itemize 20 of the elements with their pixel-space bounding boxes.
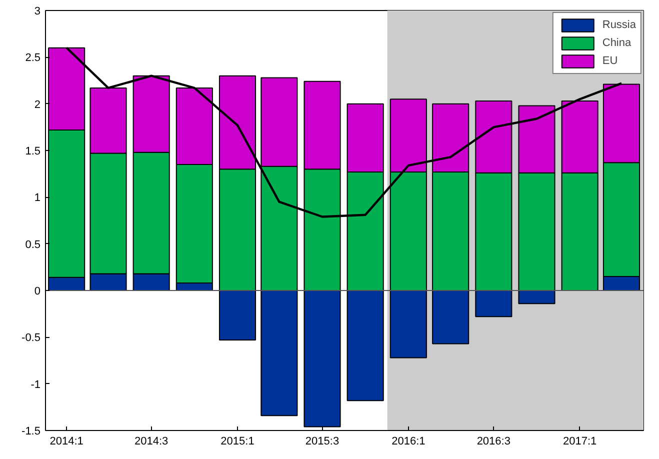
x-tick-label: 2017:1 — [562, 436, 597, 448]
y-tick-label: 0 — [34, 286, 41, 298]
y-tick-label: 3 — [34, 6, 41, 18]
x-tick-label: 2014:3 — [134, 436, 168, 448]
y-tick-label: 2 — [34, 98, 41, 111]
x-tick-label: 2015:3 — [305, 436, 340, 448]
y-tick-label: 1.5 — [25, 146, 41, 158]
x-tick-label: 2014:1 — [50, 436, 84, 448]
x-tick-label: 2016:3 — [476, 436, 510, 448]
x-tick-label: 2016:1 — [392, 436, 426, 448]
legend-label: EU — [602, 55, 619, 67]
legend-label: China — [602, 37, 632, 49]
y-tick-label: -1 — [30, 378, 40, 391]
x-tick-label: 2015:1 — [220, 436, 254, 448]
y-tick-label: -1.5 — [22, 426, 41, 438]
y-tick-label: -0.5 — [22, 332, 41, 344]
y-tick-label: 1 — [34, 192, 41, 204]
y-tick-label: 0.5 — [25, 238, 41, 251]
y-tick-label: 2.5 — [25, 52, 41, 64]
legend-label: Russia — [602, 19, 636, 31]
